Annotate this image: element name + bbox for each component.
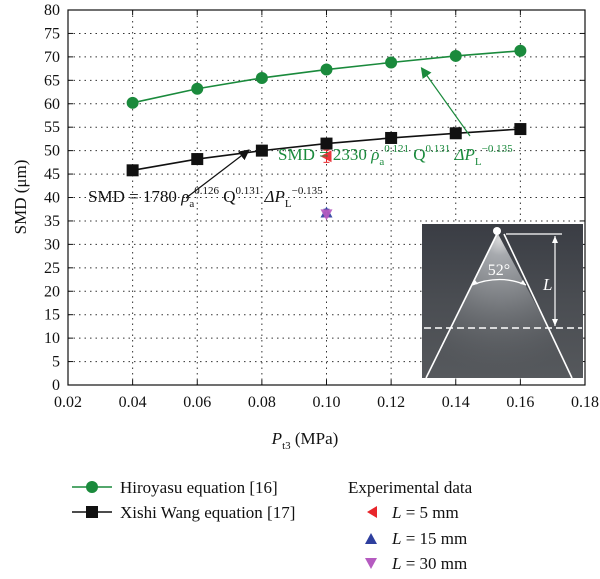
series-1-point (191, 153, 204, 166)
x-tick-label: 0.02 (54, 394, 82, 411)
legend-experimental-title: Experimental data (348, 478, 473, 497)
y-axis-label: SMD (μm) (11, 160, 30, 235)
experimental-points (320, 149, 333, 221)
length-arrow-top (552, 236, 558, 243)
x-tick-label: 0.06 (183, 394, 211, 411)
series-0-point (514, 44, 527, 57)
legend-hiroyasu-label: Hiroyasu equation [16] (120, 478, 278, 497)
legend-hiroyasu-marker (86, 481, 98, 493)
y-tick-label: 20 (44, 283, 60, 300)
series-1-point (449, 127, 462, 140)
legend-exp-15mm-marker (365, 533, 377, 544)
legend: Hiroyasu equation [16] Xishi Wang equati… (72, 478, 473, 573)
x-tick-label: 0.08 (248, 394, 276, 411)
series-0-point (385, 56, 398, 69)
series-0-point (126, 96, 139, 109)
x-tick-label: 0.14 (442, 394, 470, 411)
inset-angle-label: 52° (488, 262, 510, 279)
y-tick-label: 75 (44, 25, 60, 42)
y-tick-label: 30 (44, 236, 60, 253)
y-tick-label: 10 (44, 330, 60, 347)
spray-cone-shading (425, 232, 575, 378)
y-tick-label: 60 (44, 96, 60, 113)
series-0-point (449, 49, 462, 62)
nozzle-highlight (493, 227, 501, 235)
y-tick-label: 25 (44, 260, 60, 277)
series-1-point (126, 164, 139, 177)
y-tick-label: 40 (44, 190, 60, 207)
legend-exp-5mm-label: L = 5 mm (391, 503, 459, 522)
x-tick-label: 0.18 (571, 394, 599, 411)
legend-wang-marker (86, 506, 98, 518)
y-tick-label: 15 (44, 307, 60, 324)
legend-exp-5mm-marker (367, 506, 377, 518)
x-tick-label: 0.12 (377, 394, 405, 411)
x-tick-label: 0.10 (313, 394, 341, 411)
series-1-point (514, 123, 527, 136)
spray-inset-photo: 52° L (422, 224, 583, 379)
length-arrow-bottom (552, 319, 558, 326)
y-tick-label: 50 (44, 143, 60, 160)
series-1-point (385, 131, 398, 144)
exp-point-2 (320, 209, 333, 221)
y-tick-label: 65 (44, 72, 60, 89)
x-axis-label: Pt3 (MPa) (271, 429, 339, 452)
series-markers (126, 44, 527, 177)
y-tick-label: 70 (44, 49, 60, 66)
y-tick-label: 80 (44, 2, 60, 19)
wang-equation-label: SMD = 1780 ρa0.126 Q0.131 ΔPL−0.135 (88, 185, 323, 210)
y-tick-label: 45 (44, 166, 60, 183)
y-tick-label: 35 (44, 213, 60, 230)
legend-wang-label: Xishi Wang equation [17] (120, 503, 295, 522)
wang-annotation-arrow (185, 149, 250, 199)
angle-arc-head-left (472, 280, 478, 285)
legend-exp-15mm-label: L = 15 mm (391, 529, 467, 548)
cone-edge-left (425, 233, 498, 379)
angle-arc-head-right (520, 280, 526, 285)
y-tick-label: 5 (52, 354, 60, 371)
series-0-point (191, 82, 204, 95)
legend-exp-5mm-text: = 5 mm (401, 503, 458, 522)
legend-exp-30mm-marker (365, 558, 377, 569)
exp-point-0 (320, 150, 332, 163)
hiroyasu-annotation-arrow (420, 67, 471, 137)
x-tick-label: 0.16 (506, 394, 534, 411)
series-0-point (320, 63, 333, 76)
cone-edge-right (503, 233, 573, 379)
inset-length-label: L (542, 275, 552, 294)
series-0-point (255, 71, 268, 84)
y-tick-label: 55 (44, 119, 60, 136)
legend-exp-30mm-label: L = 30 mm (391, 554, 467, 573)
series-1-point (320, 137, 333, 150)
series-1-point (255, 144, 268, 157)
y-tick-label: 0 (52, 377, 60, 394)
hiroyasu-equation-label: SMD = 2330 ρa0.121 Q0.131 ΔPL−0.135 (278, 143, 513, 168)
x-tick-label: 0.04 (119, 394, 147, 411)
ticks: 0.02 0.04 0.06 0.08 0.10 0.12 0.14 0.16 0.18 0 5 10… (44, 2, 599, 411)
